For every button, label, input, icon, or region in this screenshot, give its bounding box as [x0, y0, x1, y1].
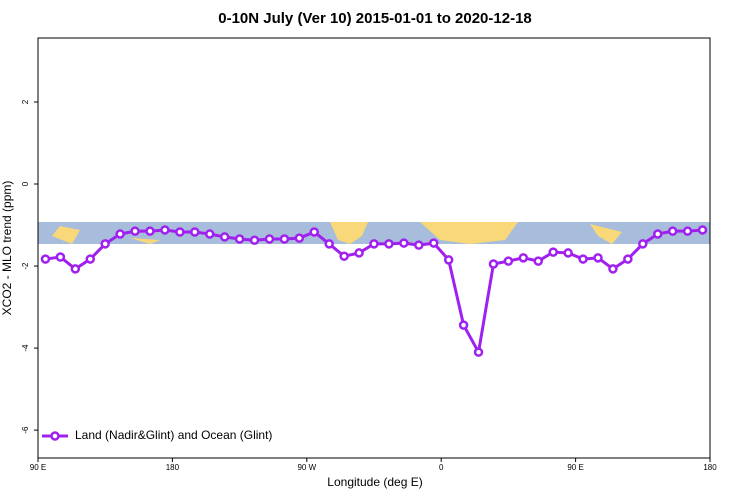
- data-point: [339, 251, 349, 261]
- x-tick-label: 90 E: [567, 463, 583, 472]
- data-point: [503, 256, 514, 266]
- data-point: [697, 225, 708, 235]
- y-tick-label: -6: [21, 426, 30, 434]
- data-point: [234, 234, 245, 244]
- data-point: [578, 254, 588, 264]
- data-point: [458, 320, 469, 330]
- chart-title: 0-10N July (Ver 10) 2015-01-01 to 2020-1…: [218, 10, 532, 27]
- data-point: [593, 253, 603, 263]
- data-point: [175, 227, 185, 237]
- data-point: [369, 239, 379, 249]
- data-point: [55, 252, 66, 262]
- land-shape: [52, 222, 622, 244]
- data-point: [473, 347, 484, 357]
- data-point: [399, 238, 409, 248]
- data-point: [160, 225, 170, 235]
- data-point: [204, 229, 215, 239]
- legend: Land (Nadir&Glint) and Ocean (Glint): [42, 428, 272, 442]
- data-point: [608, 264, 618, 274]
- x-tick-label: 90 E: [30, 463, 46, 472]
- data-point: [384, 239, 394, 249]
- data-point: [682, 226, 693, 236]
- plot-frame: [37, 37, 711, 459]
- data-point: [130, 226, 140, 236]
- y-tick-label: 2: [21, 99, 30, 104]
- data-point: [428, 238, 439, 248]
- data-point: [667, 226, 678, 236]
- data-point: [652, 229, 663, 239]
- data-point: [279, 234, 290, 244]
- data-point: [264, 234, 275, 244]
- legend-label: Land (Nadir&Glint) and Ocean (Glint): [75, 428, 272, 442]
- data-point: [638, 239, 648, 249]
- data-point: [85, 254, 96, 264]
- y-tick-label: -4: [21, 344, 30, 352]
- data-point: [518, 253, 529, 263]
- data-point: [219, 232, 230, 242]
- data-point: [115, 229, 125, 239]
- data-point: [414, 240, 424, 250]
- data-point: [40, 254, 51, 264]
- x-tick-label: 90 W: [297, 463, 316, 472]
- data-point: [70, 264, 81, 274]
- data-point: [100, 239, 110, 249]
- data-point: [190, 227, 200, 237]
- x-tick-label: 0: [439, 463, 444, 472]
- y-tick-label: 0: [21, 181, 30, 186]
- legend-marker: [50, 431, 60, 441]
- data-point: [324, 239, 334, 249]
- data-point: [354, 248, 364, 258]
- data-point: [563, 248, 573, 258]
- map-strip: [38, 222, 710, 244]
- x-tick-label: 180: [703, 463, 717, 472]
- data-point: [249, 235, 260, 245]
- data-point: [145, 226, 155, 236]
- y-axis-label: XCO2 - MLO trend (ppm): [0, 181, 14, 316]
- data-point: [623, 254, 633, 264]
- data-point: [309, 227, 320, 237]
- x-tick-label: 180: [166, 463, 180, 472]
- x-axis-label: Longitude (deg E): [327, 475, 422, 489]
- data-point: [488, 259, 499, 269]
- data-point: [294, 233, 305, 243]
- data-point: [548, 247, 558, 257]
- data-point: [533, 256, 544, 266]
- data-point: [443, 255, 454, 265]
- y-tick-label: -2: [21, 262, 30, 270]
